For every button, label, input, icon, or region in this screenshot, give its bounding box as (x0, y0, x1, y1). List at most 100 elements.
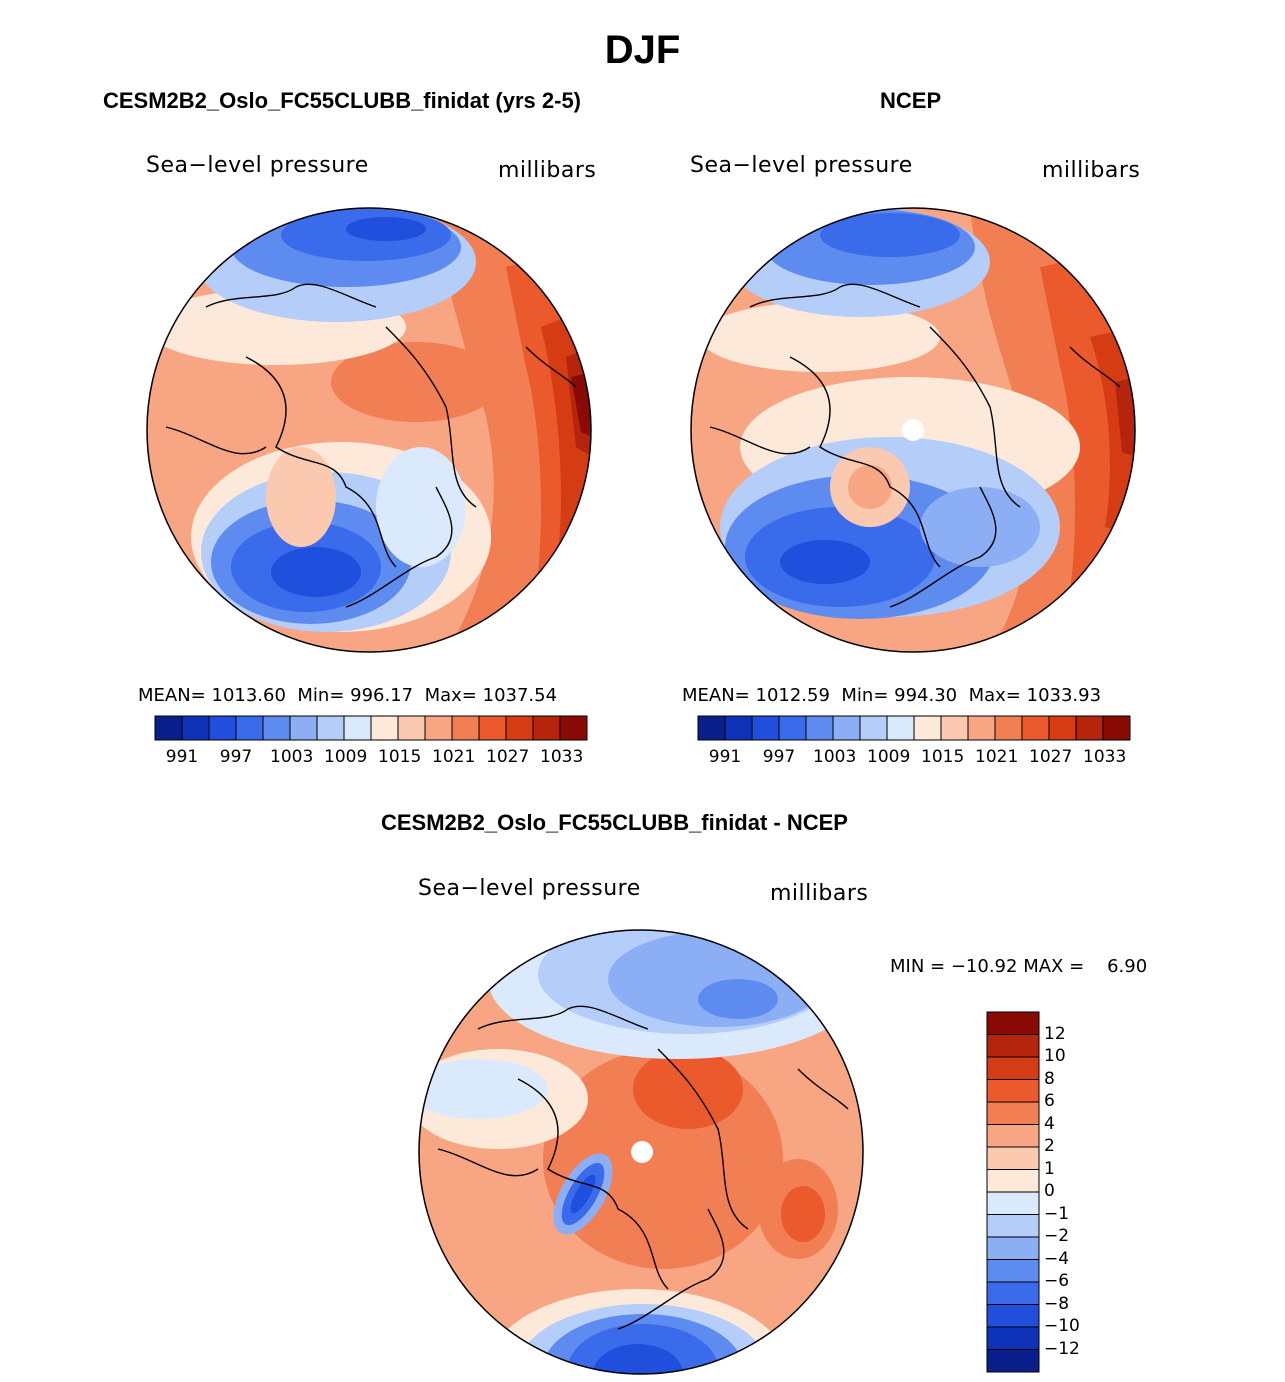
colorbar-tick-label: 1 (1044, 1158, 1055, 1179)
colorbar-tick-label: 997 (219, 747, 253, 767)
colorbar-tick-label: 1015 (921, 747, 965, 767)
colorbar-swatch (343, 715, 372, 741)
colorbar-swatch (235, 715, 264, 741)
diff-stats-line: MIN = −10.92 MAX = 6.90 (890, 956, 1147, 977)
colorbar-tick-label: 991 (165, 747, 199, 767)
colorbar-swatch (986, 1146, 1040, 1170)
colorbar-tick-label: −10 (1044, 1316, 1080, 1336)
colorbar-swatch (316, 715, 345, 741)
max-value: 1033.93 (1026, 685, 1102, 706)
colorbar-tick-label: 1021 (975, 747, 1019, 767)
colorbar-swatch (532, 715, 561, 741)
colorbar-swatch (1075, 715, 1104, 741)
colorbar-swatch (994, 715, 1023, 741)
mean-label: MEAN= (682, 685, 750, 706)
colorbar-model-ticks: 991 997 1003 1009 1015 1021 1027 1033 (155, 747, 587, 769)
colorbar-diff (986, 1011, 1040, 1373)
colorbar-swatch (832, 715, 861, 741)
colorbar-tick-label: 10 (1044, 1046, 1066, 1066)
colorbar-swatch (697, 715, 726, 741)
colorbar-swatch (859, 715, 888, 741)
colorbar-swatch (886, 715, 915, 741)
panel-units-label: millibars (1042, 158, 1141, 183)
colorbar-swatch (181, 715, 210, 741)
colorbar-tick-label: −2 (1044, 1226, 1070, 1246)
colorbar-swatch (986, 1169, 1040, 1193)
colorbar-tick-label: 1003 (813, 747, 857, 767)
colorbar-swatch (289, 715, 318, 741)
max-label: Max= (424, 685, 477, 706)
colorbar-swatch (451, 715, 480, 741)
colorbar-tick-label: 1003 (270, 747, 314, 767)
colorbar-tick-label: 1009 (324, 747, 368, 767)
ncep-slp-polar-map (690, 207, 1136, 653)
min-value: 996.17 (350, 685, 414, 706)
max-label: MAX = (1023, 956, 1085, 977)
max-value: 6.90 (1107, 956, 1148, 977)
colorbar-ncep-ticks: 991 997 1003 1009 1015 1021 1027 1033 (698, 747, 1130, 769)
colorbar-swatch (986, 1259, 1040, 1283)
mean-value: 1012.59 (755, 685, 830, 706)
colorbar-swatch (505, 715, 534, 741)
panel-units-label: millibars (498, 158, 597, 183)
colorbar-swatch (986, 1034, 1040, 1058)
mean-value: 1013.60 (211, 685, 286, 706)
model-slp-polar-map (146, 207, 592, 653)
colorbar-tick-label: −6 (1044, 1271, 1070, 1291)
colorbar-swatch (559, 715, 588, 741)
colorbar-swatch (805, 715, 834, 741)
colorbar-swatch (986, 1191, 1040, 1215)
colorbar-tick-label: 1021 (432, 747, 476, 767)
colorbar-tick-label: 6 (1044, 1091, 1055, 1111)
colorbar-tick-label: 0 (1044, 1181, 1055, 1201)
colorbar-swatch (986, 1011, 1040, 1035)
colorbar-swatch (424, 715, 453, 741)
panel-title-ncep: NCEP (880, 88, 942, 113)
diff-slp-polar-map (418, 929, 864, 1375)
colorbar-swatch (1048, 715, 1077, 741)
colorbar-swatch (913, 715, 942, 741)
colorbar-tick-label: −12 (1044, 1338, 1080, 1359)
colorbar-swatch (986, 1079, 1040, 1103)
min-label: Min= (841, 685, 889, 706)
colorbar-swatch (986, 1304, 1040, 1328)
min-value: −10.92 (950, 956, 1018, 977)
colorbar-swatch (967, 715, 996, 741)
max-value: 1037.54 (482, 685, 558, 706)
colorbar-swatch (986, 1326, 1040, 1350)
min-label: Min= (297, 685, 345, 706)
panel-title-model: CESM2B2_Oslo_FC55CLUBB_finidat (yrs 2-5) (103, 88, 582, 113)
min-label: MIN = (890, 956, 946, 977)
page-title: DJF (604, 28, 681, 72)
colorbar-swatch (986, 1101, 1040, 1125)
colorbar-swatch (986, 1056, 1040, 1080)
diff-panel-title: CESM2B2_Oslo_FC55CLUBB_finidat - NCEP (381, 810, 848, 835)
colorbar-swatch (1102, 715, 1131, 741)
colorbar-swatch (986, 1281, 1040, 1305)
colorbar-swatch (208, 715, 237, 741)
colorbar-swatch (986, 1349, 1040, 1373)
colorbar-swatch (370, 715, 399, 741)
colorbar-diff-ticks: 12 10 8 6 4 2 1 0 −1 −2 −4 −6 −8 −10 −12 (1044, 1012, 1104, 1372)
colorbar-tick-label: 1027 (1029, 747, 1073, 767)
colorbar-tick-label: 1027 (486, 747, 530, 767)
colorbar-model (154, 715, 588, 741)
colorbar-swatch (724, 715, 753, 741)
colorbar-swatch (986, 1236, 1040, 1260)
colorbar-swatch (986, 1124, 1040, 1148)
model-stats-line: MEAN= 1013.60 Min= 996.17 Max= 1037.54 (138, 685, 557, 706)
diff-units-label: millibars (770, 881, 869, 906)
ncep-stats-line: MEAN= 1012.59 Min= 994.30 Max= 1033.93 (682, 685, 1101, 706)
colorbar-tick-label: 991 (708, 747, 742, 767)
colorbar-swatch (397, 715, 426, 741)
diff-variable-label: Sea−level pressure (418, 876, 641, 901)
colorbar-swatch (778, 715, 807, 741)
colorbar-tick-label: 1033 (1083, 747, 1127, 767)
panel-variable-label: Sea−level pressure (690, 153, 913, 178)
colorbar-swatch (751, 715, 780, 741)
colorbar-swatch (262, 715, 291, 741)
colorbar-swatch (940, 715, 969, 741)
colorbar-tick-label: 12 (1044, 1023, 1066, 1044)
colorbar-swatch (986, 1214, 1040, 1238)
colorbar-tick-label: 997 (762, 747, 796, 767)
